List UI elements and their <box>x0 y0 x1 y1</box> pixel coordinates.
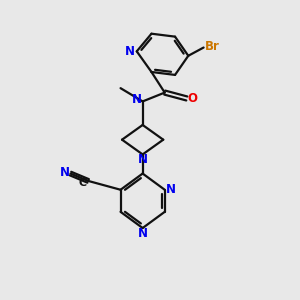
Text: N: N <box>60 167 70 179</box>
Text: O: O <box>187 92 197 105</box>
Text: N: N <box>166 183 176 196</box>
Text: Br: Br <box>204 40 219 52</box>
Text: N: N <box>138 227 148 240</box>
Text: N: N <box>132 93 142 106</box>
Text: N: N <box>125 45 135 58</box>
Text: N: N <box>138 153 148 166</box>
Text: C: C <box>78 178 86 188</box>
